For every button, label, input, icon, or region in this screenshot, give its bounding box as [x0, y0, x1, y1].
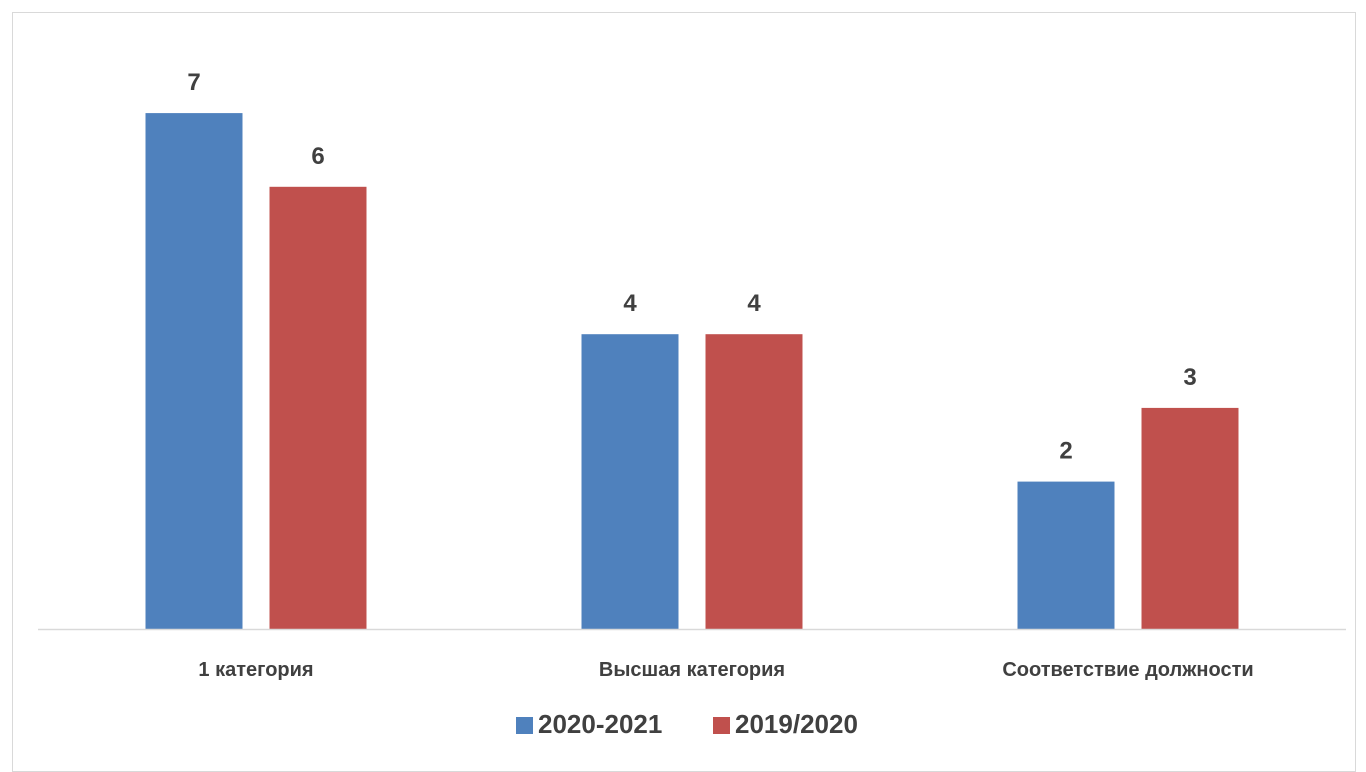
data-label-2-2: 4	[747, 290, 761, 317]
bar-1-1	[145, 113, 243, 630]
data-label-1-1: 7	[187, 69, 200, 96]
bar-1-3	[1017, 481, 1115, 629]
legend-swatch-1	[516, 717, 533, 734]
data-label-1-3: 2	[1059, 438, 1072, 465]
bar-2-1	[269, 186, 367, 630]
bar-2-3	[1141, 407, 1239, 629]
x-tick-label-3: Соответствие должности	[1002, 659, 1253, 681]
data-label-2-3: 3	[1183, 364, 1196, 391]
data-label-1-2: 4	[623, 290, 637, 317]
data-label-2-1: 6	[311, 143, 324, 170]
legend-swatch-2	[713, 717, 730, 734]
bar-2-2	[705, 334, 803, 629]
legend-label-2: 2019/2020	[735, 709, 858, 739]
x-tick-label-1: 1 категория	[198, 659, 313, 681]
x-tick-label-2: Высшая категория	[599, 659, 785, 681]
bar-1-2	[581, 334, 679, 629]
legend-label-1: 2020-2021	[538, 709, 662, 739]
